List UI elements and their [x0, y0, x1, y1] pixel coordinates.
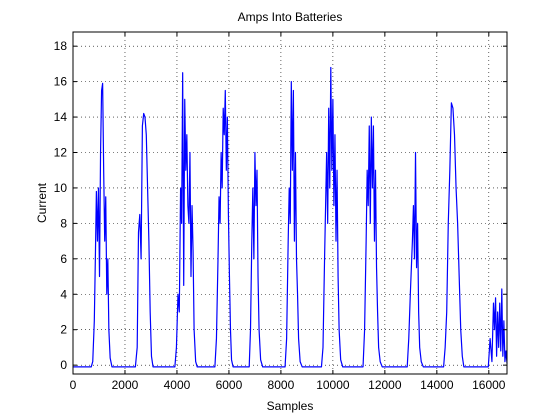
grid-lines — [73, 32, 507, 374]
y-tick-label: 8 — [60, 216, 67, 230]
y-tick-label: 16 — [54, 75, 68, 89]
x-tick-label: 14000 — [420, 378, 454, 392]
y-tick-label: 12 — [54, 145, 68, 159]
x-tick-label: 10000 — [316, 378, 350, 392]
x-tick-label: 8000 — [268, 378, 295, 392]
x-tick-label: 4000 — [164, 378, 191, 392]
x-tick-label: 12000 — [368, 378, 402, 392]
x-axis-label: Samples — [267, 399, 314, 413]
y-tick-label: 14 — [54, 110, 68, 124]
chart-title: Amps Into Batteries — [238, 10, 343, 24]
x-tick-label: 2000 — [112, 378, 139, 392]
y-tick-label: 10 — [54, 181, 68, 195]
x-tick-label: 0 — [70, 378, 77, 392]
y-axis-label: Current — [35, 182, 49, 223]
x-tick-labels: 0 2000 4000 6000 8000 10000 12000 14000 16000 — [70, 378, 506, 392]
tick-marks — [72, 32, 507, 374]
y-tick-label: 2 — [60, 323, 67, 337]
y-tick-labels: 0 2 4 6 8 10 12 14 16 18 — [54, 39, 68, 372]
x-tick-label: 16000 — [472, 378, 506, 392]
y-tick-label: 6 — [60, 252, 67, 266]
x-tick-label: 6000 — [216, 378, 243, 392]
data-layer — [73, 66, 508, 368]
y-tick-label: 0 — [60, 358, 67, 372]
axes-frame — [72, 31, 508, 375]
series-line — [73, 66, 508, 368]
y-tick-label: 4 — [60, 287, 67, 301]
y-tick-label: 18 — [54, 39, 68, 53]
